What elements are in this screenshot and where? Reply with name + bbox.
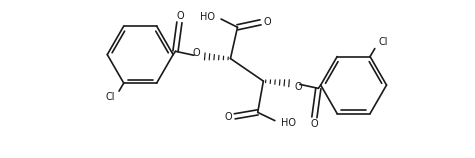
Text: O: O [224, 112, 232, 122]
Text: O: O [263, 17, 271, 27]
Text: O: O [294, 82, 302, 92]
Text: HO: HO [200, 12, 215, 22]
Text: O: O [310, 119, 318, 129]
Text: Cl: Cl [379, 37, 388, 47]
Text: HO: HO [282, 118, 296, 128]
Text: Cl: Cl [106, 92, 115, 102]
Text: O: O [176, 11, 184, 21]
Text: O: O [192, 48, 200, 58]
